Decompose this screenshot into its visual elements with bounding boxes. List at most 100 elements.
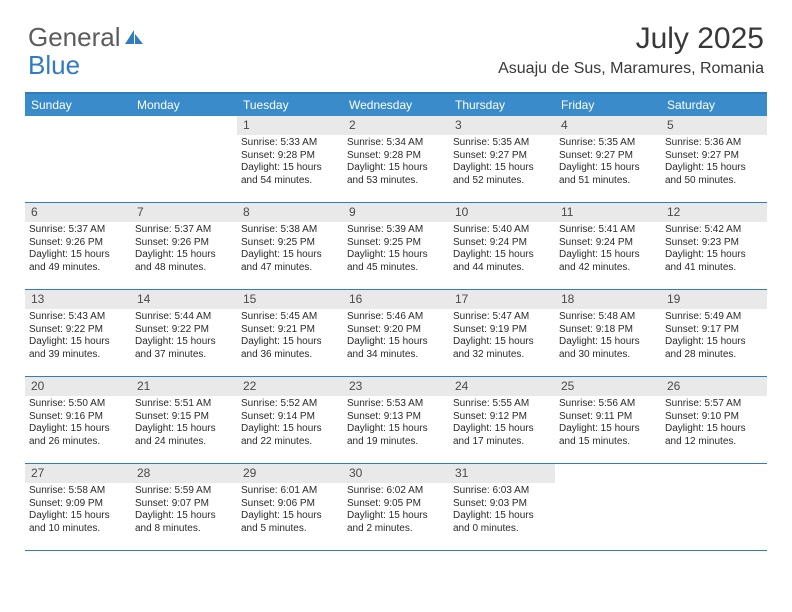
week-row: 20Sunrise: 5:50 AMSunset: 9:16 PMDayligh… [25,377,767,464]
day-number: 24 [449,377,555,396]
day-body: Sunrise: 5:52 AMSunset: 9:14 PMDaylight:… [237,398,343,448]
sunrise-text: Sunrise: 5:56 AM [559,398,657,411]
weeks-container: .. 1Sunrise: 5:33 AMSunset: 9:28 PMDaylig… [25,116,767,551]
day-cell: 5Sunrise: 5:36 AMSunset: 9:27 PMDaylight… [661,116,767,202]
week-row: 13Sunrise: 5:43 AMSunset: 9:22 PMDayligh… [25,290,767,377]
daylight-text: Daylight: 15 hours [241,423,339,436]
day-body: Sunrise: 5:58 AMSunset: 9:09 PMDaylight:… [25,485,131,535]
dow-cell: Sunday [25,94,131,116]
day-cell: 17 Sunrise: 5:47 AMSunset: 9:19 PMDayligh… [449,290,555,376]
sunset-text: Sunset: 9:28 PM [241,150,339,163]
day-body: Sunrise: 5:35 AMSunset: 9:27 PMDaylight:… [555,137,661,187]
daylight-text: and 22 minutes. [241,436,339,449]
daylight-text: Daylight: 15 hours [135,249,233,262]
day-number: 16 [343,290,449,309]
day-cell: 13Sunrise: 5:43 AMSunset: 9:22 PMDayligh… [25,290,131,376]
daylight-text: and 49 minutes. [29,262,127,275]
day-body: Sunrise: 5:40 AMSunset: 9:24 PMDaylight:… [449,224,555,274]
sunrise-text: Sunrise: 5:42 AM [665,224,763,237]
day-cell: 16Sunrise: 5:46 AMSunset: 9:20 PMDayligh… [343,290,449,376]
daylight-text: and 19 minutes. [347,436,445,449]
day-cell: 25Sunrise: 5:56 AMSunset: 9:11 PMDayligh… [555,377,661,463]
day-number: 14 [131,290,237,309]
sunrise-text: Sunrise: 5:39 AM [347,224,445,237]
day-body: Sunrise: 5:53 AMSunset: 9:13 PMDaylight:… [343,398,449,448]
daylight-text: and 34 minutes. [347,349,445,362]
day-number: 28 [131,464,237,483]
daylight-text: Daylight: 15 hours [241,249,339,262]
sunset-text: Sunset: 9:03 PM [453,498,551,511]
daylight-text: and 8 minutes. [135,523,233,536]
day-number: 8 [237,203,343,222]
sunset-text: Sunset: 9:27 PM [453,150,551,163]
daylight-text: and 52 minutes. [453,175,551,188]
daylight-text: Daylight: 15 hours [347,510,445,523]
day-body: Sunrise: 5:38 AMSunset: 9:25 PMDaylight:… [237,224,343,274]
daylight-text: Daylight: 15 hours [347,162,445,175]
daylight-text: and 30 minutes. [559,349,657,362]
day-body: Sunrise: 5:43 AMSunset: 9:22 PMDaylight:… [25,311,131,361]
sunset-text: Sunset: 9:06 PM [241,498,339,511]
daylight-text: and 0 minutes. [453,523,551,536]
sunset-text: Sunset: 9:09 PM [29,498,127,511]
dow-cell: Monday [131,94,237,116]
day-number: 6 [25,203,131,222]
day-cell: 9Sunrise: 5:39 AMSunset: 9:25 PMDaylight… [343,203,449,289]
brand-part1: General [28,22,121,53]
day-cell: 18Sunrise: 5:48 AMSunset: 9:18 PMDayligh… [555,290,661,376]
daylight-text: and 42 minutes. [559,262,657,275]
day-body: Sunrise: 5:48 AMSunset: 9:18 PMDaylight:… [555,311,661,361]
title-block: July 2025 Asuaju de Sus, Maramures, Roma… [498,22,764,78]
sunrise-text: Sunrise: 5:59 AM [135,485,233,498]
day-cell: . [661,464,767,550]
day-body: Sunrise: 5:57 AMSunset: 9:10 PMDaylight:… [661,398,767,448]
day-cell: 1Sunrise: 5:33 AMSunset: 9:28 PMDaylight… [237,116,343,202]
day-body: Sunrise: 6:01 AMSunset: 9:06 PMDaylight:… [237,485,343,535]
daylight-text: Daylight: 15 hours [29,336,127,349]
day-cell: 20Sunrise: 5:50 AMSunset: 9:16 PMDayligh… [25,377,131,463]
day-cell: . [25,116,131,202]
day-cell: 27 Sunrise: 5:58 AMSunset: 9:09 PMDayligh… [25,464,131,550]
day-cell: 8 Sunrise: 5:38 AMSunset: 9:25 PMDaylight… [237,203,343,289]
day-number: 30 [343,464,449,483]
day-body: Sunrise: 5:45 AMSunset: 9:21 PMDaylight:… [237,311,343,361]
sunset-text: Sunset: 9:17 PM [665,324,763,337]
sunset-text: Sunset: 9:12 PM [453,411,551,424]
day-body: Sunrise: 5:56 AMSunset: 9:11 PMDaylight:… [555,398,661,448]
day-cell: 12Sunrise: 5:42 AMSunset: 9:23 PMDayligh… [661,203,767,289]
daylight-text: Daylight: 15 hours [665,336,763,349]
daylight-text: Daylight: 15 hours [347,336,445,349]
day-body: Sunrise: 5:35 AMSunset: 9:27 PMDaylight:… [449,137,555,187]
daylight-text: Daylight: 15 hours [135,510,233,523]
day-body: Sunrise: 5:47 AMSunset: 9:19 PMDaylight:… [449,311,555,361]
daylight-text: Daylight: 15 hours [665,423,763,436]
daylight-text: Daylight: 15 hours [347,249,445,262]
week-row: ..1Sunrise: 5:33 AMSunset: 9:28 PMDaylig… [25,116,767,203]
daylight-text: and 15 minutes. [559,436,657,449]
sunset-text: Sunset: 9:19 PM [453,324,551,337]
daylight-text: Daylight: 15 hours [453,423,551,436]
day-cell: 7Sunrise: 5:37 AMSunset: 9:26 PMDaylight… [131,203,237,289]
daylight-text: and 47 minutes. [241,262,339,275]
day-number: 2 [343,116,449,135]
daylight-text: Daylight: 15 hours [135,336,233,349]
day-cell: . [555,464,661,550]
daylight-text: and 36 minutes. [241,349,339,362]
day-cell: 30Sunrise: 6:02 AMSunset: 9:05 PMDayligh… [343,464,449,550]
sunset-text: Sunset: 9:20 PM [347,324,445,337]
sunrise-text: Sunrise: 5:41 AM [559,224,657,237]
day-number: 3 [449,116,555,135]
daylight-text: Daylight: 15 hours [29,249,127,262]
daylight-text: and 32 minutes. [453,349,551,362]
sunrise-text: Sunrise: 5:50 AM [29,398,127,411]
daylight-text: and 2 minutes. [347,523,445,536]
day-body: Sunrise: 5:49 AMSunset: 9:17 PMDaylight:… [661,311,767,361]
day-number: 17 [449,290,555,309]
day-number: 15 [237,290,343,309]
daylight-text: Daylight: 15 hours [665,249,763,262]
day-number: 27 [25,464,131,483]
day-body: Sunrise: 5:50 AMSunset: 9:16 PMDaylight:… [25,398,131,448]
header: General July 2025 Asuaju de Sus, Maramur… [0,0,792,86]
sunrise-text: Sunrise: 5:57 AM [665,398,763,411]
day-body: Sunrise: 5:37 AMSunset: 9:26 PMDaylight:… [25,224,131,274]
